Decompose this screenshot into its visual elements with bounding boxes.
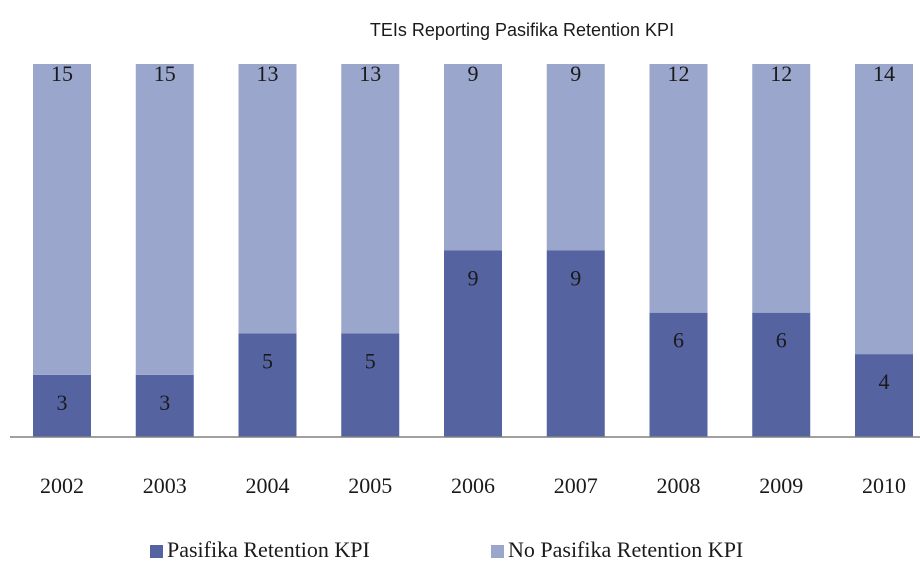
legend-swatch [150,545,163,558]
value-label: 9 [570,61,581,86]
value-label: 9 [468,266,479,291]
value-label: 9 [468,61,479,86]
bar-segment [33,64,91,375]
bar-segment [649,64,708,313]
bar-segment [855,64,913,355]
x-tick-label: 2003 [143,473,187,498]
x-tick-label: 2006 [451,473,495,498]
legend-swatch [491,545,504,558]
bar-segment [238,64,297,334]
bar-segment [444,250,502,437]
value-label: 6 [776,328,787,353]
bar-segment [135,374,194,437]
bar-segment [752,312,811,437]
value-label: 5 [262,348,273,373]
bar-segment [546,250,605,437]
bar-segment [238,333,297,437]
value-label: 3 [57,390,68,415]
value-label: 15 [154,61,176,86]
x-tick-label: 2010 [862,473,906,498]
value-label: 15 [51,61,73,86]
bar-segment [752,64,811,313]
bar-segment [546,64,605,251]
bar-segment [33,374,91,437]
value-label: 9 [570,266,581,291]
x-tick-label: 2007 [554,473,598,498]
bar-segment [649,312,708,437]
value-label: 14 [873,61,895,86]
bar-segment [444,64,502,251]
value-label: 13 [359,61,381,86]
value-label: 3 [159,390,170,415]
chart-title: TEIs Reporting Pasifika Retention KPI [370,20,674,40]
bar-segment [341,333,400,437]
x-tick-label: 2009 [759,473,803,498]
legend-label: No Pasifika Retention KPI [508,537,743,562]
value-label: 5 [365,348,376,373]
value-label: 13 [257,61,279,86]
legend-label: Pasifika Retention KPI [167,537,370,562]
bar-segment [135,64,194,375]
value-label: 6 [673,328,684,353]
value-label: 12 [668,61,690,86]
x-tick-label: 2004 [246,473,290,498]
bar-segment [855,354,913,437]
value-label: 4 [879,369,890,394]
bar-segment [341,64,400,334]
x-tick-label: 2002 [40,473,84,498]
x-tick-label: 2008 [657,473,701,498]
value-label: 12 [770,61,792,86]
x-tick-label: 2005 [348,473,392,498]
